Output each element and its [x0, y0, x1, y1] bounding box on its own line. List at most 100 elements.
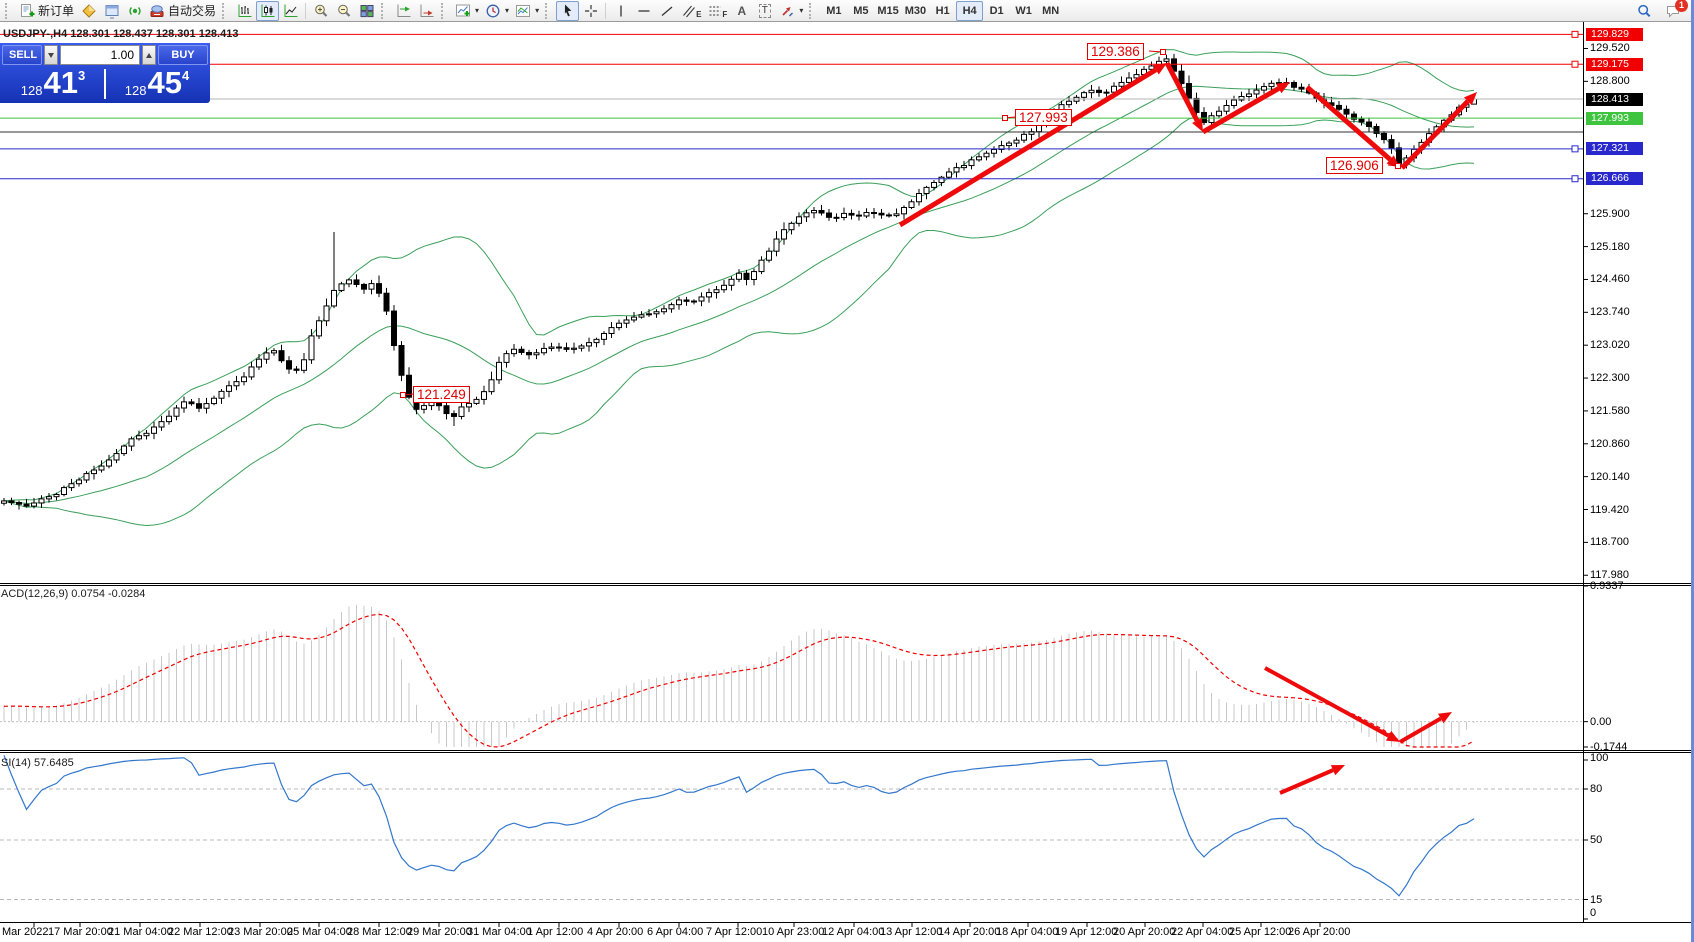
rsi-axis-tick: 15	[1590, 893, 1603, 906]
date-axis-label: 13 Apr 12:00	[880, 926, 943, 938]
timeframe-m5[interactable]: M5	[853, 4, 869, 17]
cursor-tool-button[interactable]	[556, 0, 580, 21]
candlestick-chart-button[interactable]	[256, 0, 280, 21]
timeframe-d1[interactable]: D1	[989, 4, 1004, 17]
price-level-badge: 127.321	[1586, 142, 1643, 156]
price-annotation[interactable]: 129.386	[1087, 43, 1144, 60]
notification-badge: 1	[1675, 0, 1688, 12]
date-axis-label: Mar 2022	[2, 926, 49, 938]
buy-price-big: 45	[147, 65, 182, 100]
auto-trading-button[interactable]: 自动交易	[146, 1, 219, 21]
vertical-line-tool-button[interactable]	[609, 1, 632, 21]
date-axis-label: 28 Mar 12:00	[347, 926, 412, 938]
price-axis-tick: 125.180	[1590, 240, 1630, 253]
bar-chart-button[interactable]	[233, 1, 256, 21]
trendline-tool-button[interactable]	[655, 1, 678, 21]
auto-scroll-button[interactable]	[415, 1, 438, 21]
horizontal-line-icon	[638, 9, 650, 12]
sell-button[interactable]: SELL	[2, 45, 42, 65]
dropdown-caret-icon: ▾	[799, 6, 804, 15]
timeframe-m1[interactable]: M1	[826, 4, 842, 17]
date-axis-label: 10 Apr 23:00	[762, 926, 825, 938]
toolbar-right-tools: 1	[1632, 0, 1688, 21]
new-order-button[interactable]: 新订单	[16, 1, 77, 21]
timeframe-mn[interactable]: MN	[1042, 4, 1060, 17]
price-axis-tick: 123.740	[1590, 306, 1630, 319]
signals-button[interactable]	[123, 1, 146, 21]
date-axis-label: 14 Apr 20:00	[938, 926, 1001, 938]
trendline-icon	[661, 6, 672, 16]
toolbar-separator	[545, 2, 552, 19]
date-axis-label: 22 Mar 12:00	[168, 926, 233, 938]
timeframe-m30[interactable]: M30	[904, 4, 927, 17]
chart-shift-button[interactable]	[392, 1, 415, 21]
dropdown-caret-icon: ▾	[505, 6, 510, 15]
volume-input[interactable]	[60, 45, 140, 65]
bar-chart-icon	[238, 4, 252, 17]
price-annotation[interactable]: 126.906	[1326, 157, 1383, 174]
price-divider	[104, 69, 106, 99]
rsi-axis-tick: 100	[1590, 752, 1609, 764]
date-axis-label: 25 Mar 04:00	[287, 926, 352, 938]
price-annotation[interactable]: 121.249	[413, 386, 470, 403]
label-tool-button[interactable]: T	[753, 1, 776, 21]
text-tool-button[interactable]: A	[730, 1, 753, 21]
macd-axis-tick: -0.1744	[1590, 741, 1628, 753]
chat-button[interactable]: 1	[1661, 0, 1688, 21]
buy-button[interactable]: BUY	[158, 45, 208, 65]
date-axis-label: 29 Mar 20:00	[407, 926, 472, 938]
cursor-icon	[564, 4, 571, 16]
new-order-label: 新订单	[38, 4, 75, 18]
volume-decrease-button[interactable]	[44, 45, 58, 65]
add-indicator-button[interactable]: ▾	[452, 1, 482, 21]
price-level-badge: 129.829	[1586, 27, 1643, 41]
price-axis-tick: 120.140	[1590, 470, 1630, 483]
search-button[interactable]	[1632, 1, 1655, 21]
timeframe-menu-button[interactable]: ▾	[482, 1, 512, 21]
zoom-out-button[interactable]	[332, 1, 355, 21]
sell-price[interactable]: 128 41 3	[2, 66, 104, 102]
crosshair-tool-button[interactable]	[579, 1, 602, 21]
dropdown-caret-icon: ▾	[535, 6, 540, 15]
horizontal-line-tool-button[interactable]	[632, 1, 655, 21]
timeframe-h4[interactable]: H4	[956, 0, 984, 21]
toolbar-separator	[381, 2, 388, 19]
price-axis-tick: 117.980	[1590, 569, 1629, 582]
date-axis-label: 21 Mar 04:00	[108, 926, 173, 938]
add-indicator-icon	[456, 4, 471, 16]
price-axis-tick: 122.300	[1590, 372, 1630, 385]
auto-trading-icon	[150, 4, 164, 17]
price-annotation[interactable]: 127.993	[1015, 109, 1072, 126]
toolbar-separator	[222, 2, 229, 19]
macd-indicator-label: ACD(12,26,9) 0.0754 -0.0284	[1, 588, 146, 600]
date-axis-label: 1 Apr 12:00	[527, 926, 584, 938]
triangle-down-icon	[48, 52, 54, 58]
rsi-axis-tick: 0	[1590, 907, 1597, 919]
new-order-icon	[21, 3, 35, 17]
timeframe-w1[interactable]: W1	[1015, 4, 1032, 17]
data-window-button[interactable]	[100, 1, 123, 21]
tile-windows-button[interactable]	[355, 1, 378, 21]
vertical-line-icon	[619, 5, 622, 16]
arrows-tool-button[interactable]: ▾	[776, 1, 806, 21]
toolbar-drag-handle	[5, 2, 12, 19]
price-axis-tick: 119.420	[1590, 503, 1629, 516]
buy-price[interactable]: 128 45 4	[106, 66, 208, 102]
equidistant-channel-tool-button[interactable]: E	[678, 1, 704, 21]
window-edge	[1691, 0, 1694, 942]
zoom-in-button[interactable]	[309, 1, 332, 21]
date-axis-label: 17 Mar 20:00	[48, 926, 113, 938]
timeframe-h1[interactable]: H1	[935, 4, 950, 17]
auto-trading-label: 自动交易	[168, 4, 217, 18]
market-watch-button[interactable]	[77, 1, 100, 21]
line-chart-button[interactable]	[279, 1, 302, 21]
candlestick-chart-icon	[261, 4, 275, 17]
date-axis-label: 19 Apr 12:00	[1055, 926, 1118, 938]
template-menu-button[interactable]: ▾	[512, 1, 542, 21]
buy-price-sup: 4	[181, 68, 190, 83]
sell-price-big: 41	[43, 65, 78, 100]
fibonacci-tool-button[interactable]: F	[704, 1, 730, 21]
timeframe-m15[interactable]: M15	[877, 4, 899, 17]
volume-increase-button[interactable]	[142, 45, 156, 65]
